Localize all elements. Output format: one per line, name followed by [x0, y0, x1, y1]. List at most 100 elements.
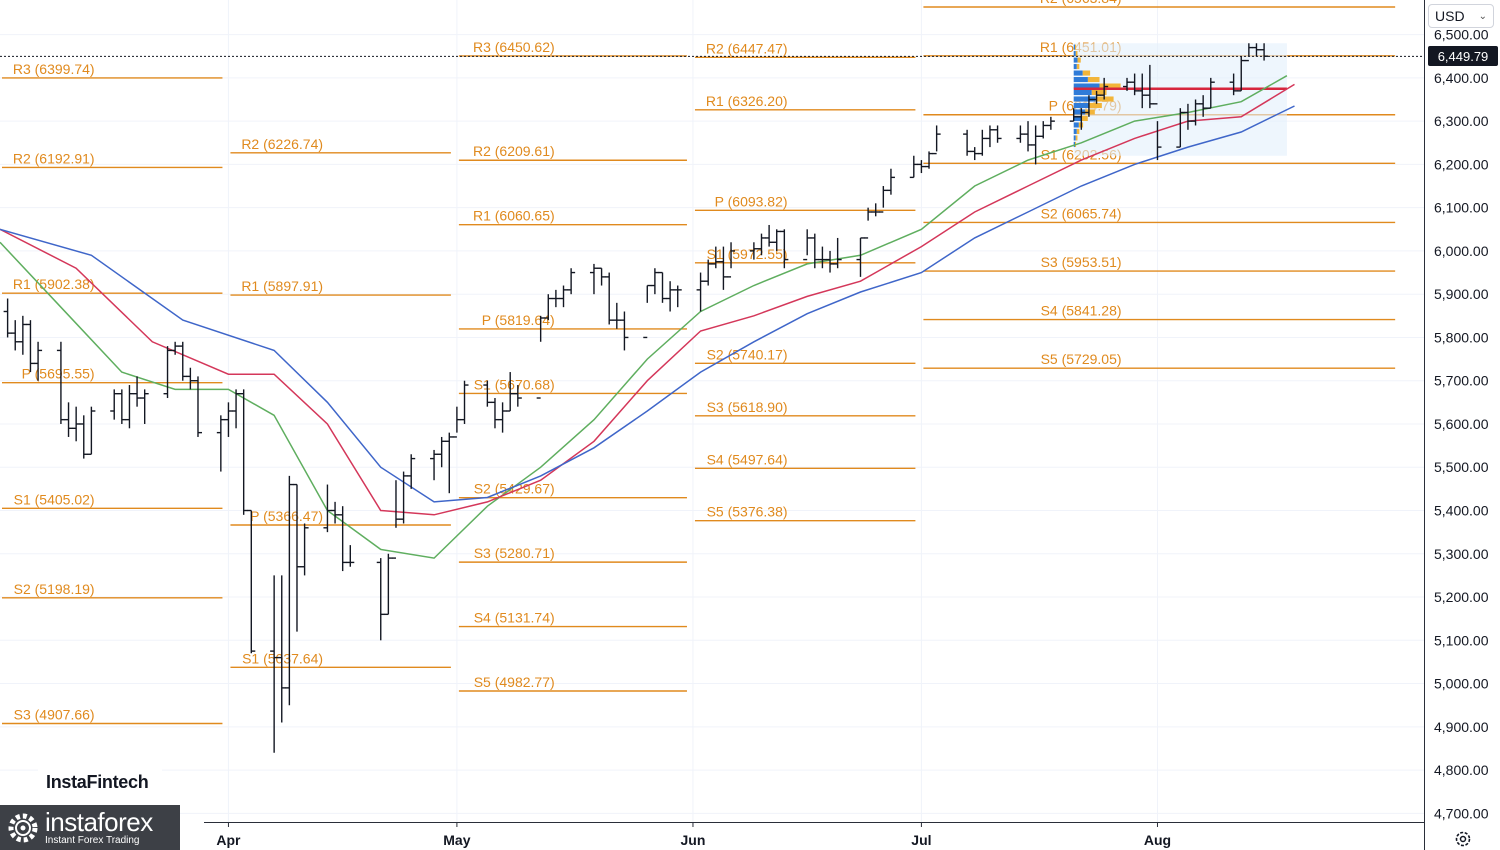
volume-profile-bar-down [1085, 109, 1095, 115]
volume-profile-bar-up [1073, 109, 1086, 115]
pivot-label: P (5819.64) [482, 312, 555, 328]
volume-profile-bar-up [1073, 44, 1076, 50]
pivot-label: R3 (6399.74) [13, 61, 95, 77]
volume-profile-bar-down [1089, 102, 1102, 109]
ohlc-bar [879, 186, 888, 213]
volume-profile-bar-down [1075, 44, 1077, 50]
ohlc-bar [833, 237, 842, 269]
volume-profile-bar-down [1076, 128, 1080, 134]
ohlc-bar [430, 449, 439, 481]
pivot-label: S1 (5972.55) [707, 246, 788, 262]
month-label: May [443, 832, 470, 848]
price-axis: 4,700.00 4,800.00 4,900.00 5,000.00 5,100.00… [1424, 0, 1500, 850]
pivot-label: S2 (5429.67) [474, 481, 555, 497]
ohlc-bar [719, 246, 728, 290]
ohlc-bar [338, 506, 347, 572]
ohlc-bar [567, 268, 576, 295]
instaforex-logo: instaforex Instant Forex Trading [0, 805, 180, 850]
ohlc-bar [856, 237, 865, 277]
ohlc-bar [224, 402, 233, 437]
brand-text: InstaFintech [46, 772, 149, 792]
ohlc-bar [346, 545, 355, 567]
pivot-label: P (5366.47) [250, 508, 323, 524]
price-tick-label: 5,900.00 [1434, 286, 1489, 302]
moving-average-line [0, 105, 1295, 503]
ohlc-bar [186, 367, 195, 390]
ohlc-bar [1252, 43, 1261, 57]
ohlc-bar [932, 125, 941, 155]
ohlc-bar [56, 341, 65, 424]
price-tick-label: 5,400.00 [1434, 503, 1489, 519]
ohlc-bar [193, 376, 202, 437]
ohlc-bar [87, 406, 96, 455]
price-tick-label: 6,400.00 [1434, 70, 1489, 86]
pivot-label: S5 (5729.05) [1041, 351, 1122, 367]
ohlc-bar [551, 289, 560, 308]
ohlc-bar [871, 203, 880, 217]
ohlc-bar [498, 402, 507, 433]
ohlc-bar [110, 389, 119, 420]
moving-averages [0, 75, 1295, 559]
logo-name: instaforex [45, 807, 153, 837]
ohlc-bar [437, 436, 446, 468]
price-tick-label: 5,000.00 [1434, 676, 1489, 692]
settings-gear-icon[interactable] [1453, 829, 1473, 849]
moving-average-line [0, 83, 1295, 516]
price-tick-label: 5,200.00 [1434, 589, 1489, 605]
volume-profile-bar-up [1073, 135, 1076, 141]
price-tick-label: 6,500.00 [1434, 27, 1489, 43]
ohlc-bar [963, 129, 972, 156]
ohlc-bar [376, 558, 385, 641]
pivot-label: S3 (5618.90) [707, 399, 788, 415]
brand-watermark [38, 742, 162, 805]
ohlc-bar [1039, 121, 1048, 139]
volume-profile-bar-up [1073, 128, 1077, 134]
ohlc-bar [26, 320, 35, 373]
pivot-label: R2 (6563.84) [1040, 0, 1122, 6]
ohlc-bar [1138, 73, 1147, 109]
price-tick-label: 4,700.00 [1434, 805, 1489, 821]
volume-profile-bar-up [1073, 122, 1079, 128]
ohlc-bar [445, 432, 454, 494]
pivot-label: R1 (5897.91) [241, 278, 323, 294]
ohlc-bar [513, 385, 522, 407]
volume-profile-bar-down [1082, 70, 1091, 76]
ohlc-bar [407, 454, 416, 489]
pivot-label: R3 (6450.62) [473, 39, 555, 55]
volume-profile-bar-down [1075, 135, 1078, 141]
price-tick-label: 6,000.00 [1434, 243, 1489, 259]
last-price-tag: 6,449.79 [1428, 46, 1498, 67]
price-tick-label: 5,700.00 [1434, 373, 1489, 389]
ohlc-bar [757, 233, 766, 256]
ohlc-bar [650, 268, 659, 295]
pivot-label: S4 (5841.28) [1041, 303, 1122, 319]
ohlc-bar [270, 575, 279, 753]
pivot-label: S1 (5405.02) [14, 491, 95, 507]
ohlc-bar [620, 311, 629, 351]
last-price-value: 6,449.79 [1437, 48, 1489, 64]
ohlc-bar [589, 263, 598, 295]
pivot-label: S3 (5280.71) [474, 545, 555, 561]
ohlc-bar [810, 233, 819, 269]
pivot-label: S4 (5131.74) [474, 610, 555, 626]
ohlc-bar [72, 406, 81, 442]
ohlc-bar [559, 285, 568, 308]
time-axis-background [0, 822, 1424, 850]
ohlc-bar [125, 385, 134, 429]
ohlc-bar [765, 224, 774, 247]
ohlc-bar [985, 125, 994, 148]
ohlc-bar [886, 168, 895, 195]
ohlc-bar [1123, 77, 1132, 91]
pivot-label: S5 (5376.38) [707, 504, 788, 520]
ohlc-bar [597, 267, 606, 286]
pivot-label: R2 (6192.91) [13, 150, 95, 166]
currency-select[interactable]: USD ⌄ [1428, 4, 1494, 28]
pivot-label: P (6093.82) [715, 193, 788, 209]
pivot-label: S2 (6065.74) [1041, 205, 1122, 221]
ohlc-bar [1092, 90, 1101, 104]
ohlc-bar [490, 398, 499, 429]
moving-average-line [0, 75, 1288, 559]
ohlc-bar [292, 483, 301, 632]
pivot-label: R2 (6209.61) [473, 143, 555, 159]
